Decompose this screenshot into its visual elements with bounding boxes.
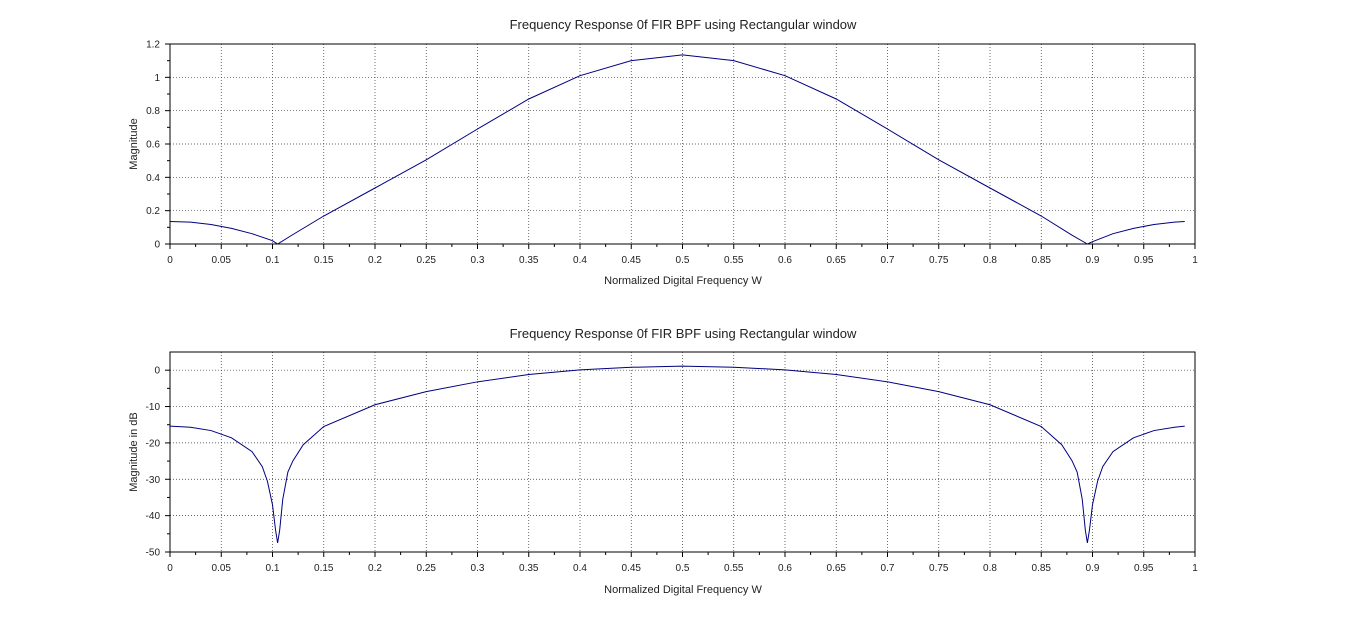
- y-tick-label: 0.6: [146, 140, 160, 151]
- x-axis-label: Normalized Digital Frequency W: [604, 275, 762, 287]
- x-tick-label: 0.3: [471, 563, 485, 574]
- x-tick-label: 0.4: [573, 255, 587, 266]
- x-tick-label: 0.25: [417, 563, 437, 574]
- x-tick-label: 0.9: [1086, 255, 1100, 266]
- y-tick-label: 0.8: [146, 106, 160, 117]
- x-tick-label: 0.1: [266, 255, 280, 266]
- y-axis-label: Magnitude: [128, 118, 140, 169]
- x-tick-label: 0.5: [676, 255, 690, 266]
- y-axis-label: Magnitude in dB: [128, 412, 140, 492]
- x-tick-label: 0.8: [983, 255, 997, 266]
- magnitude-db-chart: Frequency Response 0f FIR BPF using Rect…: [128, 326, 1198, 596]
- x-tick-label: 0.3: [471, 255, 485, 266]
- y-tick-label: -40: [146, 511, 161, 522]
- x-tick-label: 0.35: [519, 563, 539, 574]
- x-tick-label: 0.9: [1086, 563, 1100, 574]
- y-tick-label: -50: [146, 548, 161, 559]
- x-tick-label: 0.95: [1134, 255, 1154, 266]
- x-tick-label: 0.35: [519, 255, 539, 266]
- y-tick-label: 1.2: [146, 40, 160, 51]
- x-tick-label: 0.65: [827, 255, 847, 266]
- y-tick-label: 0.4: [146, 173, 160, 184]
- grid: [170, 44, 1195, 244]
- y-axis: 0 0.2 0.4 0.6 0.8 1 1.2: [146, 40, 170, 251]
- x-tick-label: 0.75: [929, 255, 949, 266]
- x-tick-label: 0.25: [417, 255, 437, 266]
- y-tick-label: 0.2: [146, 206, 160, 217]
- y-tick-label: -10: [146, 402, 161, 413]
- x-axis: 0 0.05 0.1 0.15 0.2 0.25 0.3 0.35 0.4 0.45 0.5 0.55…: [167, 552, 1198, 574]
- x-axis-label: Normalized Digital Frequency W: [604, 584, 762, 596]
- chart-title: Frequency Response 0f FIR BPF using Rect…: [510, 17, 857, 32]
- x-tick-label: 0.15: [314, 255, 334, 266]
- series-line: [169, 365, 1185, 543]
- x-tick-label: 0.5: [676, 563, 690, 574]
- x-tick-label: 0.7: [881, 255, 895, 266]
- x-tick-label: 0.05: [212, 255, 232, 266]
- x-tick-label: 0.8: [983, 563, 997, 574]
- x-tick-label: 0.45: [622, 563, 642, 574]
- x-tick-label: 0.6: [778, 563, 792, 574]
- x-tick-label: 0.95: [1134, 563, 1154, 574]
- y-tick-label: -20: [146, 438, 161, 449]
- chart-title: Frequency Response 0f FIR BPF using Rect…: [510, 326, 857, 341]
- x-tick-label: 0.15: [314, 563, 334, 574]
- y-tick-label: 0: [154, 366, 160, 377]
- x-tick-label: 0.55: [724, 563, 744, 574]
- x-tick-label: 0.65: [827, 563, 847, 574]
- x-tick-label: 0.1: [266, 563, 280, 574]
- y-tick-label: 0: [154, 240, 160, 251]
- x-tick-label: 0.4: [573, 563, 587, 574]
- x-tick-label: 0.7: [881, 563, 895, 574]
- x-tick-label: 0.55: [724, 255, 744, 266]
- y-tick-label: -30: [146, 475, 161, 486]
- y-axis: 0 -10 -20 -30 -40 -50: [146, 366, 170, 559]
- magnitude-chart: Frequency Response 0f FIR BPF using Rect…: [128, 17, 1198, 287]
- x-tick-label: 1: [1192, 563, 1198, 574]
- x-tick-label: 0.85: [1032, 563, 1052, 574]
- x-tick-label: 0: [167, 255, 173, 266]
- x-tick-label: 0.05: [212, 563, 232, 574]
- x-tick-label: 0: [167, 563, 173, 574]
- x-axis: 0 0.05 0.1 0.15 0.2 0.25 0.3 0.35 0.4 0.45 0.5 0.55…: [167, 244, 1198, 266]
- grid: [170, 352, 1195, 552]
- x-tick-label: 0.45: [622, 255, 642, 266]
- x-tick-label: 1: [1192, 255, 1198, 266]
- x-tick-label: 0.6: [778, 255, 792, 266]
- x-tick-label: 0.85: [1032, 255, 1052, 266]
- x-tick-label: 0.75: [929, 563, 949, 574]
- x-tick-label: 0.2: [368, 563, 382, 574]
- series-line: [169, 54, 1185, 245]
- x-tick-label: 0.2: [368, 255, 382, 266]
- y-tick-label: 1: [154, 73, 160, 84]
